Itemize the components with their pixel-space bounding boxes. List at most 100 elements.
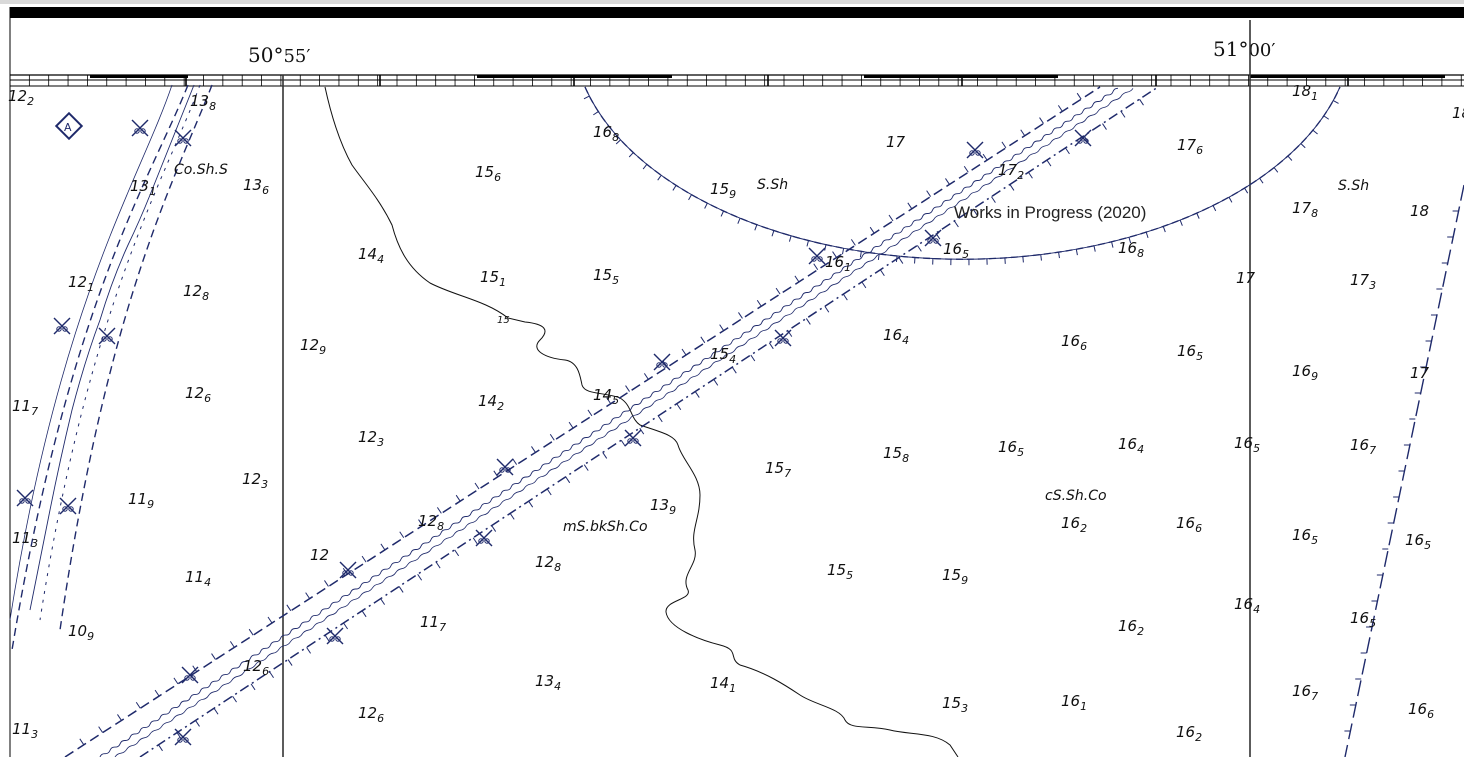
depth-sounding: 18 xyxy=(1410,202,1429,220)
depth-sounding: 126 xyxy=(243,657,269,678)
depth-sounding: 153 xyxy=(942,694,968,715)
depth-sounding: 141 xyxy=(710,674,736,695)
depth-sounding: 122 xyxy=(8,87,34,108)
depth-sounding: 117 xyxy=(12,397,38,418)
depth-sounding: 178 xyxy=(1292,199,1318,220)
depth-sounding: 134 xyxy=(535,672,561,693)
depth-sounding: 128 xyxy=(183,282,209,303)
depth-sounding: 165 xyxy=(998,438,1024,459)
corridor-ticks xyxy=(79,92,1459,752)
depth-sounding: 113 xyxy=(12,529,38,550)
depth-sounding: 162 xyxy=(1118,617,1144,638)
depth-sounding: 17 xyxy=(1410,364,1430,382)
contour-label: 15 xyxy=(497,315,510,326)
cable-marker xyxy=(774,329,792,347)
cable-marker xyxy=(59,497,77,515)
depth-sounding: 131 xyxy=(130,177,156,198)
depth-sounding: 166 xyxy=(1176,514,1202,535)
cable-marker xyxy=(326,627,344,645)
depth-sounding: 121 xyxy=(68,273,94,294)
depth-sounding: 155 xyxy=(827,561,853,582)
depth-sounding: 176 xyxy=(1177,136,1203,157)
depth-sounding: 165 xyxy=(1350,609,1376,630)
depth-sounding: 181 xyxy=(1292,82,1318,103)
cable-marker xyxy=(808,247,826,265)
cable-marker xyxy=(653,353,671,371)
seabed-label: S.Sh xyxy=(757,177,788,193)
depth-sounding: 113 xyxy=(12,720,38,741)
depth-sounding: 159 xyxy=(710,180,736,201)
diamond-marker: A xyxy=(54,111,84,141)
cable-marker xyxy=(1074,129,1092,147)
depth-sounding: 164 xyxy=(883,326,909,347)
depth-sounding: 162 xyxy=(1061,514,1087,535)
depth-sounding: 156 xyxy=(475,163,501,184)
cable-marker xyxy=(131,119,149,137)
depth-sounding: 157 xyxy=(765,459,791,480)
works-notice: Works in Progress (2020) xyxy=(954,203,1146,222)
cable-marker xyxy=(16,489,34,507)
seabed-label: cS.Sh.Co xyxy=(1045,488,1107,504)
depth-sounding: 128 xyxy=(418,512,444,533)
works-area-ticks xyxy=(584,86,1341,260)
depth-sounding: 165 xyxy=(943,240,969,261)
depth-sounding: 123 xyxy=(242,470,268,491)
depth-sounding: 126 xyxy=(185,384,211,405)
depth-sounding: 169 xyxy=(1292,362,1318,383)
depth-sounding: 159 xyxy=(942,566,968,587)
cable-marker xyxy=(924,229,942,247)
depth-sounding: 164 xyxy=(1118,435,1144,456)
depth-contour-15 xyxy=(324,86,959,757)
depth-sounding: 17 xyxy=(886,133,906,151)
cable-marker xyxy=(174,728,192,746)
depth-sounding: 168 xyxy=(593,123,619,144)
depth-sounding: 166 xyxy=(1061,332,1087,353)
cable-marker xyxy=(475,529,493,547)
depth-sounding: 18 xyxy=(1452,104,1464,122)
depth-sounding: 123 xyxy=(358,428,384,449)
depth-sounding: 151 xyxy=(480,268,506,289)
depth-sounding: 17 xyxy=(1236,269,1256,287)
depth-sounding: 129 xyxy=(300,336,326,357)
depth-sounding: 139 xyxy=(650,496,676,517)
cable-marker xyxy=(624,429,642,447)
longitude-label-51-00: 51°00′ xyxy=(1213,37,1275,61)
depth-sounding: 109 xyxy=(68,622,94,643)
depth-sounding: 173 xyxy=(1350,271,1376,292)
depth-sounding: 117 xyxy=(420,613,446,634)
depth-sounding: 154 xyxy=(710,345,736,366)
depth-sounding: 126 xyxy=(358,704,384,725)
cable-marker xyxy=(966,141,984,159)
depth-sounding: 172 xyxy=(998,161,1024,182)
chart-top-border-bar xyxy=(10,7,1464,18)
depth-sounding: 164 xyxy=(1234,595,1260,616)
depth-sounding: 144 xyxy=(358,245,384,266)
depth-sounding: 138 xyxy=(190,92,216,113)
svg-text:A: A xyxy=(64,121,72,134)
depth-sounding: 161 xyxy=(1061,692,1087,713)
depth-sounding: 165 xyxy=(1234,434,1260,455)
seabed-label: Co.Sh.S xyxy=(174,162,228,178)
chart-top-border xyxy=(0,0,1464,4)
depth-sounding: 128 xyxy=(535,553,561,574)
depth-sounding: 165 xyxy=(1292,526,1318,547)
depth-sounding: 155 xyxy=(593,266,619,287)
depth-sounding: 142 xyxy=(478,392,504,413)
depth-sounding: 12 xyxy=(310,546,329,564)
works-area-boundary xyxy=(584,86,1341,260)
depth-sounding: 136 xyxy=(243,176,269,197)
depth-sounding: 145 xyxy=(593,386,619,407)
seabed-label: mS.bkSh.Co xyxy=(563,519,648,535)
cable-marker xyxy=(339,561,357,579)
soundings: 122 138 131 136 121 128 117 126 113 119 123 114 109 1… xyxy=(8,82,1464,744)
depth-sounding: 158 xyxy=(883,444,909,465)
seabed-label: S.Sh xyxy=(1338,178,1369,194)
depth-sounding: 161 xyxy=(825,253,851,274)
depth-sounding: 167 xyxy=(1350,436,1376,457)
depth-sounding: 167 xyxy=(1292,682,1318,703)
depth-sounding: 114 xyxy=(185,568,211,589)
cable-marker xyxy=(53,317,71,335)
cable-marker xyxy=(174,129,192,147)
cable-markers xyxy=(16,119,1092,746)
